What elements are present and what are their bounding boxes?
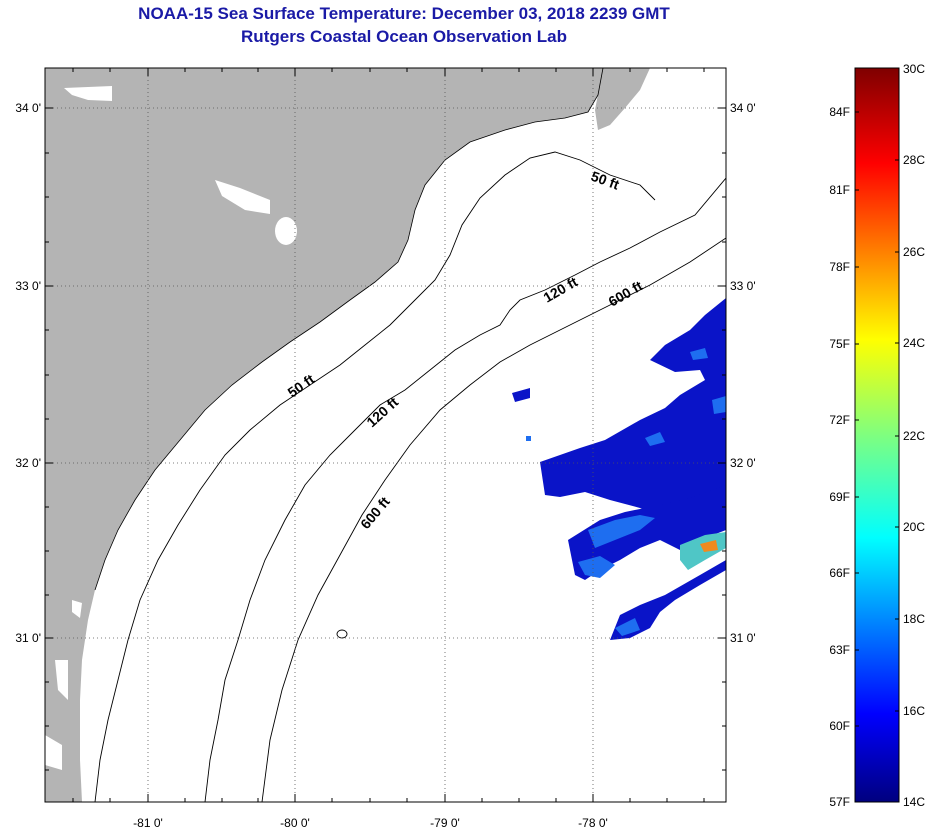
contour-label-600ft: 600 ft xyxy=(357,493,393,532)
contour-label-50ft: 50 ft xyxy=(285,371,318,401)
colorbar-celsius-label: 16C xyxy=(903,704,925,718)
contour-label-120ft: 120 ft xyxy=(363,394,401,431)
latitude-label: 32 0' xyxy=(15,456,41,470)
lake-shape xyxy=(45,735,62,770)
latitude-label: 32 0' xyxy=(730,456,756,470)
lake-shape xyxy=(55,660,68,700)
colorbar-fahrenheit-label: 69F xyxy=(829,490,850,504)
colorbar-celsius-label: 18C xyxy=(903,612,925,626)
longitude-label: -79 0' xyxy=(430,816,460,830)
colorbar xyxy=(854,67,900,803)
latitude-label: 34 0' xyxy=(730,101,756,115)
map-subtitle: Rutgers Coastal Ocean Observation Lab xyxy=(241,27,567,46)
colorbar-fahrenheit-label: 60F xyxy=(829,719,850,733)
latitude-label: 34 0' xyxy=(15,101,41,115)
colorbar-celsius-label: 22C xyxy=(903,429,925,443)
lake-shape xyxy=(72,600,82,618)
lake-shape xyxy=(64,86,112,101)
colorbar-fahrenheit-label: 84F xyxy=(829,105,850,119)
colorbar-celsius-label: 14C xyxy=(903,795,925,809)
coastline xyxy=(94,68,604,591)
lake-shape xyxy=(215,180,270,214)
latitude-label: 31 0' xyxy=(15,631,41,645)
contour-label-50ft: 50 ft xyxy=(589,168,622,193)
colorbar-celsius-label: 20C xyxy=(903,520,925,534)
map-frame xyxy=(44,67,727,803)
colorbar-fahrenheit-label: 66F xyxy=(829,566,850,580)
latitude-label: 33 0' xyxy=(730,279,756,293)
contour-label-600ft: 600 ft xyxy=(606,277,646,309)
colorbar-fahrenheit-label: 72F xyxy=(829,413,850,427)
colorbar-fahrenheit-label: 75F xyxy=(829,337,850,351)
land-mass xyxy=(45,68,603,802)
latitude-label: 33 0' xyxy=(15,279,41,293)
map-title: NOAA-15 Sea Surface Temperature: Decembe… xyxy=(138,4,670,23)
contour-label-120ft: 120 ft xyxy=(541,273,581,305)
colorbar-fahrenheit-label: 63F xyxy=(829,643,850,657)
colorbar-celsius-label: 30C xyxy=(903,62,925,76)
lake-shape xyxy=(275,217,297,245)
latitude-label: 31 0' xyxy=(730,631,756,645)
colorbar-celsius-label: 24C xyxy=(903,336,925,350)
depth-contour-120ft xyxy=(204,177,726,802)
depth-contour-50ft xyxy=(94,151,656,802)
seamount-contour xyxy=(336,629,348,639)
depth-contour-600ft xyxy=(261,237,726,802)
longitude-label: -80 0' xyxy=(280,816,310,830)
colorbar-celsius-label: 28C xyxy=(903,153,925,167)
longitude-label: -78 0' xyxy=(578,816,608,830)
colorbar-fahrenheit-label: 78F xyxy=(829,260,850,274)
colorbar-ticks xyxy=(855,111,899,727)
colorbar-fahrenheit-label: 57F xyxy=(829,795,850,809)
grid-lines xyxy=(45,68,726,802)
colorbar-celsius-label: 26C xyxy=(903,245,925,259)
longitude-label: -81 0' xyxy=(133,816,163,830)
sst-data-layer xyxy=(512,298,726,640)
land-inlet xyxy=(595,68,650,130)
axis-ticks xyxy=(45,68,726,802)
colorbar-fahrenheit-label: 81F xyxy=(829,183,850,197)
